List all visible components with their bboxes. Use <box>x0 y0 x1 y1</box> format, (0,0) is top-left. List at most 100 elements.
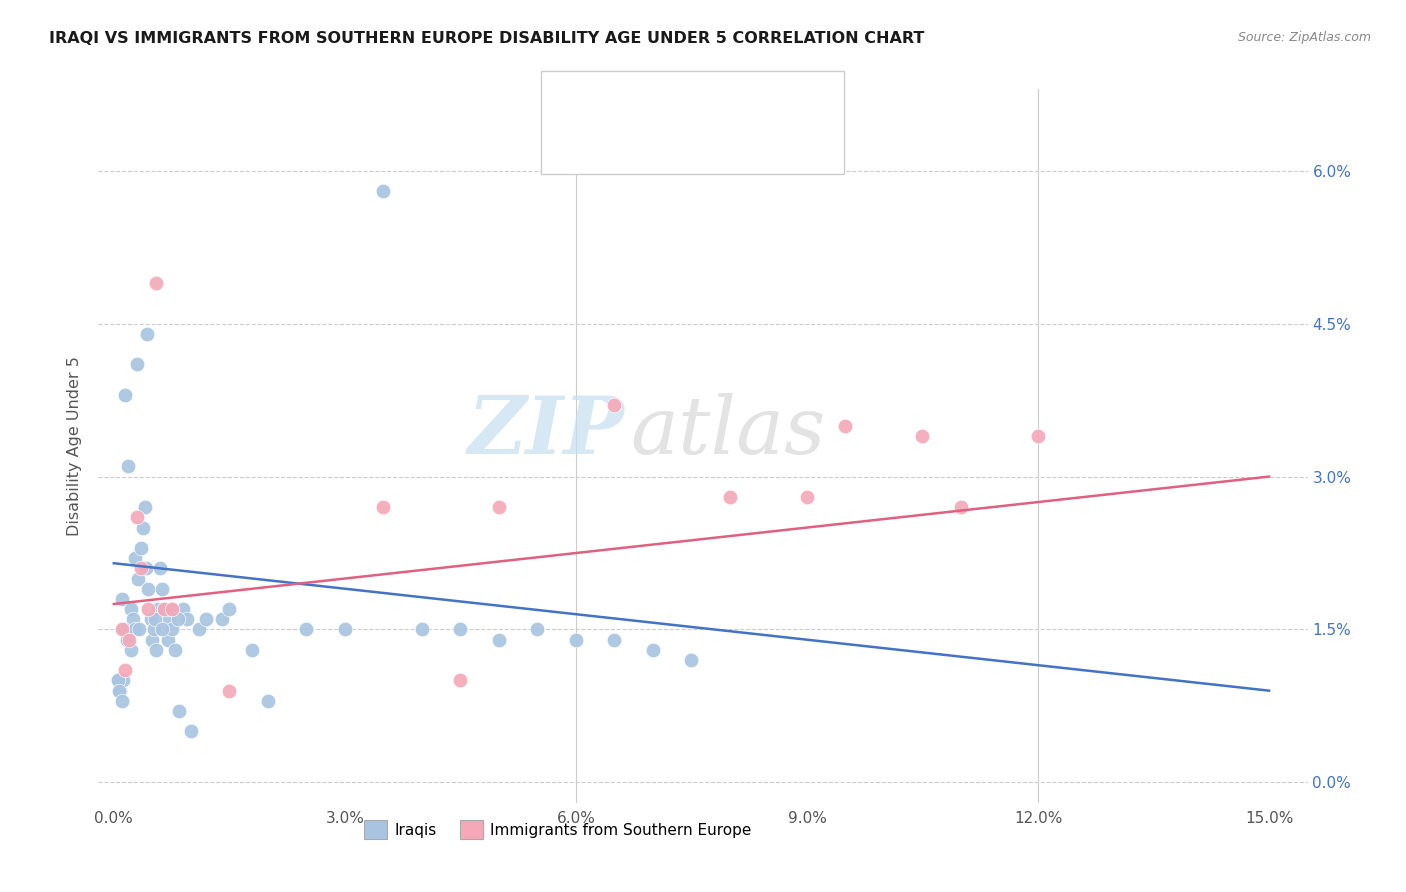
Point <box>149 561 172 575</box>
Point <box>118 632 141 647</box>
Point <box>565 632 588 647</box>
Point <box>180 724 202 739</box>
Point <box>449 623 471 637</box>
Point <box>118 623 141 637</box>
Point <box>411 623 433 637</box>
Text: atlas: atlas <box>630 393 825 470</box>
Point <box>333 623 356 637</box>
Point <box>115 632 138 647</box>
Text: IRAQI VS IMMIGRANTS FROM SOUTHERN EUROPE DISABILITY AGE UNDER 5 CORRELATION CHAR: IRAQI VS IMMIGRANTS FROM SOUTHERN EUROPE… <box>49 31 925 46</box>
Point <box>950 500 973 515</box>
Point <box>166 612 188 626</box>
Point <box>160 623 183 637</box>
Point <box>449 673 471 688</box>
Point <box>1026 429 1049 443</box>
Point <box>169 704 191 718</box>
Text: Source: ZipAtlas.com: Source: ZipAtlas.com <box>1237 31 1371 45</box>
Point <box>145 643 167 657</box>
Point <box>718 490 741 504</box>
FancyBboxPatch shape <box>554 84 589 117</box>
Point <box>488 500 510 515</box>
Point <box>156 632 179 647</box>
Point <box>143 612 166 626</box>
Point <box>641 643 664 657</box>
Point <box>110 591 132 606</box>
Point <box>128 623 150 637</box>
Point <box>110 623 132 637</box>
Point <box>108 683 131 698</box>
Point <box>796 490 818 504</box>
Point <box>124 623 146 637</box>
Point <box>120 643 142 657</box>
Point <box>218 602 240 616</box>
Point <box>132 520 155 534</box>
Point <box>145 276 167 290</box>
Point <box>117 459 139 474</box>
Point <box>681 653 703 667</box>
Point <box>125 510 148 524</box>
Point <box>129 561 152 575</box>
Point <box>124 551 146 566</box>
Point <box>211 612 233 626</box>
Point <box>129 541 152 555</box>
Point <box>834 418 856 433</box>
Point <box>138 582 160 596</box>
Point <box>373 184 395 198</box>
Y-axis label: Disability Age Under 5: Disability Age Under 5 <box>67 356 83 536</box>
Point <box>160 602 183 616</box>
Point <box>142 623 165 637</box>
Point <box>603 632 626 647</box>
Text: 63: 63 <box>789 93 811 108</box>
Text: 0.259: 0.259 <box>657 140 713 155</box>
Point <box>141 632 163 647</box>
Point <box>112 673 135 688</box>
Point <box>153 602 176 616</box>
Point <box>153 602 176 616</box>
Point <box>110 694 132 708</box>
Point <box>242 643 264 657</box>
Point <box>122 612 145 626</box>
Point <box>120 602 142 616</box>
Point <box>148 602 170 616</box>
Point <box>911 429 934 443</box>
Point <box>176 612 198 626</box>
Point <box>150 582 173 596</box>
Point <box>373 500 395 515</box>
Point <box>107 673 129 688</box>
Point <box>165 643 187 657</box>
Point <box>112 623 135 637</box>
Point <box>187 623 209 637</box>
Point <box>218 683 240 698</box>
Point <box>107 673 129 688</box>
Point <box>157 612 180 626</box>
Point <box>295 623 318 637</box>
Point <box>134 500 156 515</box>
Point <box>135 561 157 575</box>
Text: 20: 20 <box>789 140 811 155</box>
Point <box>159 602 181 616</box>
Text: N =: N = <box>723 140 769 155</box>
Text: N =: N = <box>723 93 769 108</box>
Point <box>195 612 218 626</box>
Point <box>139 612 162 626</box>
Text: ZIP: ZIP <box>468 393 624 470</box>
Point <box>488 632 510 647</box>
Point <box>603 398 626 412</box>
Point <box>150 623 173 637</box>
Point <box>125 358 148 372</box>
Text: R =: R = <box>605 93 640 108</box>
Point <box>138 602 160 616</box>
Text: -0.164: -0.164 <box>657 93 713 108</box>
Point <box>526 623 548 637</box>
Text: R =: R = <box>605 140 640 155</box>
Point <box>127 572 149 586</box>
FancyBboxPatch shape <box>554 131 589 163</box>
Legend: Iraqis, Immigrants from Southern Europe: Iraqis, Immigrants from Southern Europe <box>359 814 758 845</box>
Point <box>114 388 136 402</box>
Point <box>114 663 136 677</box>
FancyBboxPatch shape <box>541 71 844 174</box>
Point <box>136 326 159 341</box>
Point <box>172 602 194 616</box>
Point <box>257 694 280 708</box>
Point <box>108 683 131 698</box>
